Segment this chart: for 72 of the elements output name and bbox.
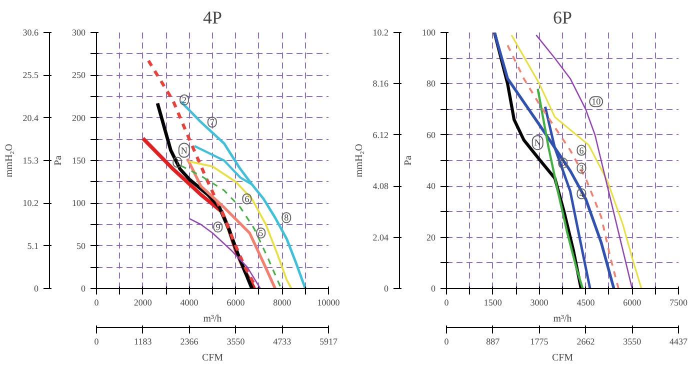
y-tick-label: 60 — [426, 130, 436, 140]
annotation: 1 — [175, 157, 180, 168]
y2-tick-label: 10.2 — [22, 198, 38, 208]
x-tick-label: 10000 — [317, 298, 340, 308]
annotation: 6 — [244, 194, 250, 204]
y-axis-title: Pa — [53, 154, 64, 166]
y-tick-label: 100 — [72, 198, 86, 208]
x2-tick-label: 887 — [486, 336, 500, 346]
y-tick-label: 250 — [72, 70, 86, 80]
y2-tick-label: 4.08 — [372, 181, 389, 192]
y2-tick-label: 0 — [384, 284, 389, 294]
x2-tick-label: 5917 — [320, 336, 338, 346]
y-tick-label: 50 — [76, 240, 86, 251]
x-tick-label: 0 — [94, 298, 100, 308]
x2-axis-title: CFM — [202, 352, 224, 364]
y2-tick-label: 2.04 — [372, 232, 389, 242]
x2-tick-label: 4437 — [670, 336, 688, 346]
y2-tick-label: 5.1 — [27, 240, 38, 251]
y2-tick-label: 0 — [34, 284, 39, 294]
x-tick-label: 1500 — [484, 298, 502, 308]
annotation: 10 — [592, 96, 602, 107]
x-tick-label: 2000 — [134, 298, 152, 308]
x-tick-label: 6000 — [623, 298, 642, 308]
y-axis-title: Pa — [403, 154, 414, 166]
y-tick-label: 0 — [431, 284, 436, 294]
x-tick-label: 6000 — [226, 298, 246, 308]
x2-axis-title: CFM — [552, 352, 574, 364]
annotation: 5 — [258, 228, 264, 238]
x2-tick-label: 2366 — [180, 336, 199, 346]
annotation: N — [534, 138, 542, 148]
y2-tick-label: 20.4 — [22, 112, 39, 123]
annotation: N — [180, 145, 188, 156]
y-tick-label: 300 — [72, 28, 86, 38]
x-tick-label: 4000 — [180, 298, 199, 308]
y2-tick-label: 25.5 — [22, 70, 39, 80]
x-axis-title: m³/h — [203, 314, 222, 324]
chart-title: 6P — [552, 8, 572, 28]
annotation: 8 — [284, 212, 290, 223]
annotation: 9 — [216, 222, 221, 232]
x2-tick-label: 3550 — [226, 336, 246, 346]
chart-title: 4P — [202, 8, 222, 28]
y2-tick-label: 8.16 — [372, 78, 389, 89]
y-tick-label: 80 — [426, 78, 436, 89]
y-tick-label: 150 — [72, 156, 86, 166]
x2-tick-label: 0 — [94, 336, 100, 346]
x2-tick-label: 1775 — [530, 336, 549, 346]
y2-tick-label: 10.2 — [372, 28, 388, 38]
x-tick-label: 7500 — [670, 298, 688, 308]
y-tick-label: 0 — [81, 284, 86, 294]
y-tick-label: 20 — [426, 232, 436, 242]
y2-axis-title: mmH₂O — [354, 144, 365, 178]
y2-tick-label: 15.3 — [22, 156, 39, 166]
annotation: 2 — [182, 94, 187, 105]
x2-tick-label: 3550 — [623, 336, 642, 346]
y2-tick-label: 6.12 — [372, 130, 388, 140]
y2-tick-label: 30.6 — [22, 28, 39, 38]
annotation: 5 — [560, 158, 566, 168]
y2-axis-title: mmH₂O — [4, 144, 15, 178]
x2-tick-label: 0 — [444, 336, 450, 346]
annotation: 6 — [579, 145, 584, 156]
x2-tick-label: 1183 — [134, 336, 152, 346]
x-tick-label: 4500 — [576, 298, 596, 308]
x-tick-label: 3000 — [530, 298, 549, 308]
y-tick-label: 40 — [426, 181, 436, 192]
y-tick-label: 200 — [72, 112, 86, 123]
x-tick-label: 0 — [444, 298, 450, 308]
x-axis-title: m³/h — [553, 314, 572, 324]
x-tick-label: 8000 — [273, 298, 292, 308]
x2-tick-label: 2662 — [576, 336, 595, 346]
y-tick-label: 100 — [422, 28, 436, 38]
annotation: 7 — [210, 117, 215, 128]
x2-tick-label: 4733 — [273, 336, 292, 346]
